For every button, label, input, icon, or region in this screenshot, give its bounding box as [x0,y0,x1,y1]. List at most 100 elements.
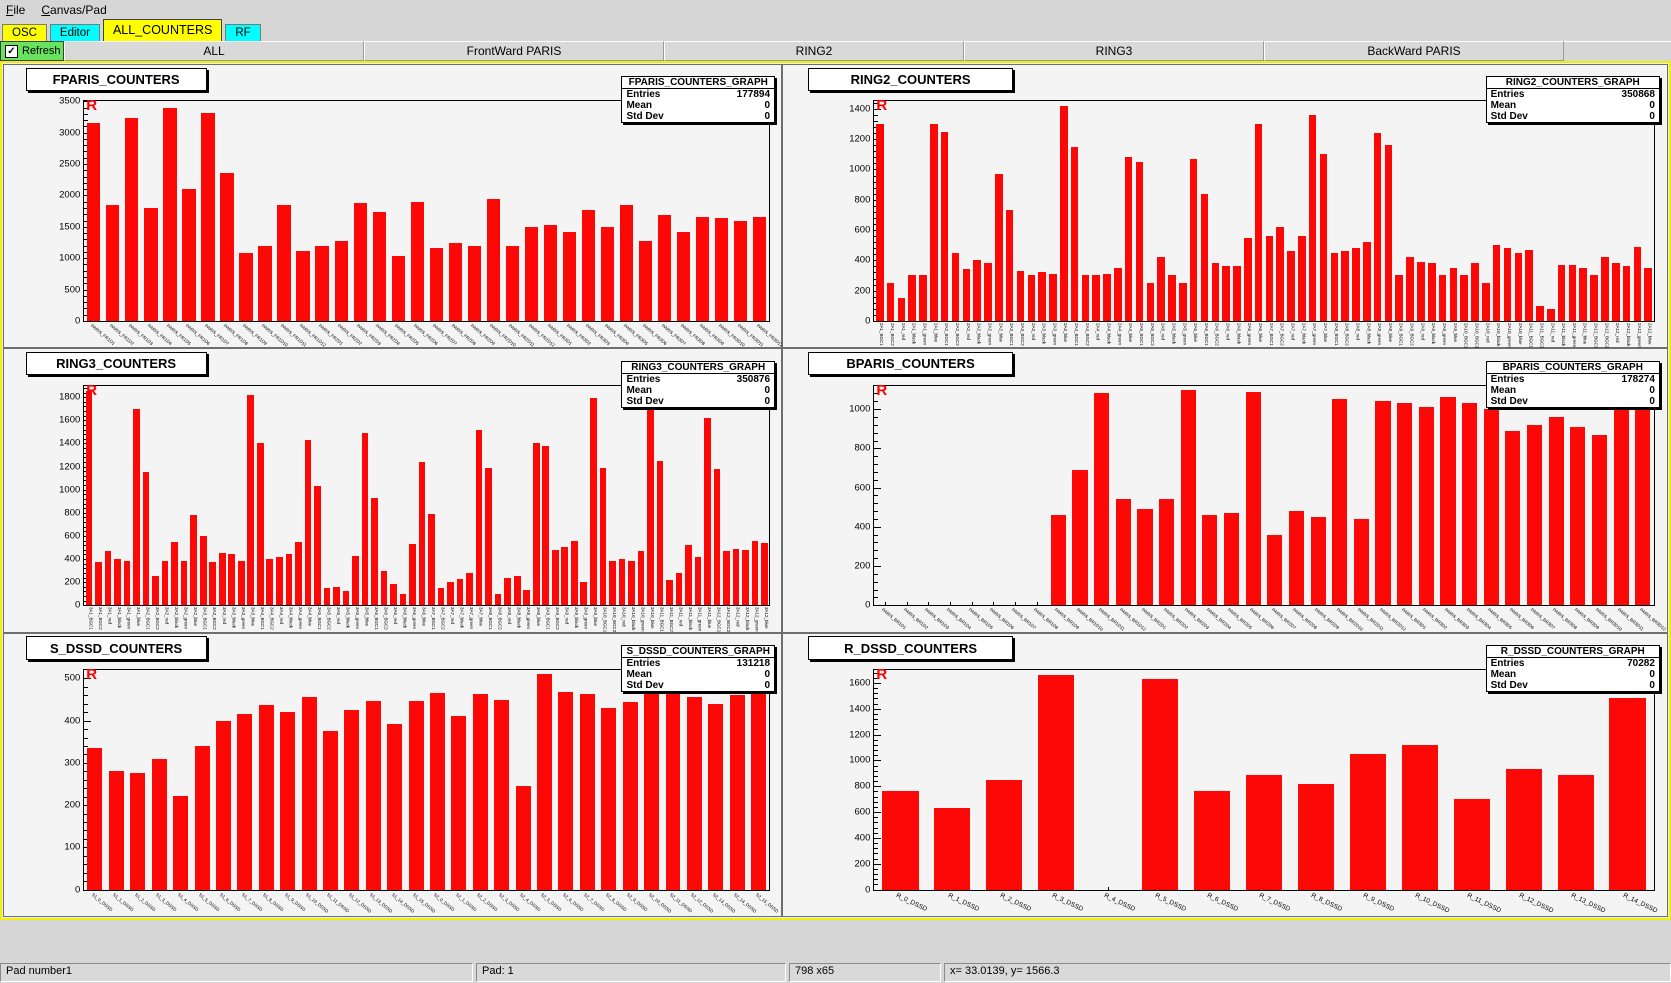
x-axis-label: 2A7_blue [1322,322,1328,342]
bar-3A8_BGC1 [485,467,492,606]
x-axis-label: 2A5_black [1171,322,1177,344]
bar-S1_4_DSSD [173,795,189,890]
x-axis-label: 2A4_BGC2 [1084,322,1090,346]
x-axis-tick [1108,886,1110,890]
x-axis-label: 3A8_red [507,607,513,625]
x-axis-label: 2A10_blue [1517,322,1523,345]
x-axis-label: 3A8_BGC2 [497,607,503,631]
y-axis-minor-tick [874,471,879,473]
x-axis-label: 3A9_red [564,607,570,625]
x-axis-label: 2A2_BGC1 [944,322,950,346]
bar-2A9_blue [1449,267,1458,321]
bar-2A4_black [1103,273,1111,321]
y-axis-minor-tick [84,201,89,203]
y-axis-minor-tick [874,424,879,426]
y-axis-minor-tick [84,703,89,705]
subtab-ring2[interactable]: RING2 [664,41,964,61]
y-axis-minor-tick [874,822,879,824]
stats-row: Std Dev 0 [622,680,774,691]
x-axis-label: R_10_DSSD [1414,891,1451,915]
bar-3A4_black [285,554,293,606]
y-axis-tick-label: 2000 [59,189,81,201]
bar-PARIS_FR1D10 [258,246,272,321]
y-axis-tick [874,760,882,762]
x-axis-label: 3A5_black [345,607,351,629]
y-axis-minor-tick [84,189,89,191]
x-axis-label: 2A1_black [911,322,917,344]
stats-row: Entries 178274 [1487,374,1659,385]
bar-2A11_red [1547,308,1555,321]
x-axis-label: 3A12_red [735,607,741,627]
bar-PARIS_FR1D7 [201,113,215,321]
bar-S2_2_DSSD [472,694,488,890]
menu-file[interactable]: File [6,2,26,17]
bar-3A9_black [570,540,578,606]
y-axis-tick-label: 1400 [849,703,871,715]
stats-value: 0 [764,669,771,681]
y-axis-minor-tick [84,138,89,140]
y-axis-minor-tick [84,788,89,790]
x-axis-label: 2A4_green [1117,322,1123,345]
x-axis-label: 2A10_BGC1 [1463,322,1469,349]
stats-box-title: RING2_COUNTERS_GRAPH [1486,77,1659,90]
bar-PARIS_FR1D5 [163,108,177,321]
bar-R_12_DSSD [1505,769,1542,890]
pad-bparis-counters[interactable]: BPARIS_COUNTERS BPARIS_COUNTERS_GRAPH Entr… [782,348,1668,633]
tab-osc[interactable]: OSC [2,24,47,41]
x-axis-tick [906,602,908,606]
bar-3A12_BGC2 [723,550,730,606]
tab-rf[interactable]: RF [225,24,261,41]
x-axis-label: R_9_DSSD [1362,891,1396,913]
bar-2A12_BGC1 [1590,275,1598,321]
tab-all-counters[interactable]: ALL_COUNTERS [102,19,223,41]
bar-2A5_black [1168,275,1176,321]
pad-s-dssd-counters[interactable]: S_DSSD_COUNTERS S_DSSD_COUNTERS_GRAPH Entr… [3,632,783,917]
pad-fparis-counters[interactable]: FPARIS_COUNTERS FPARIS_COUNTERS_GRAPH Entr… [3,64,784,349]
stats-row: Entries 177894 [622,89,774,100]
refresh-toggle[interactable]: ✓ Refresh [0,41,64,61]
x-axis-label: S1_5_DSSD [197,891,221,912]
subtab-backward-paris[interactable]: BackWard PARIS [1264,41,1564,61]
pad-r-dssd-counters[interactable]: R_DSSD_COUNTERS R_DSSD_COUNTERS_GRAPH Entr… [782,632,1668,917]
x-axis-label: 2A4_BGC1 [1074,322,1080,346]
bar-S2_8_DSSD [601,707,617,890]
root-canvas[interactable]: FPARIS_COUNTERS FPARIS_COUNTERS_GRAPH Entr… [0,61,1671,920]
tab-editor[interactable]: Editor [49,24,100,41]
y-axis-minor-tick [874,503,879,505]
bar-3A12_BGC1 [713,468,721,606]
y-axis-minor-tick [84,779,89,781]
x-axis-label: 2A6_red [1225,322,1231,340]
y-axis-minor-tick [874,688,879,690]
x-axis-label: R_6_DSSD [1206,891,1240,913]
y-axis-minor-tick [874,791,879,793]
x-axis-label: 2A7_black [1301,322,1307,344]
bar-3A9_BGC2 [551,549,559,606]
subtab-all[interactable]: ALL [64,41,364,61]
bar-PARIS_FR3D1 [543,224,558,321]
refresh-checkbox[interactable]: ✓ [5,44,18,58]
y-axis-tick-label: 400 [854,521,871,533]
menu-canvas-pad[interactable]: Canvas/Pad [41,2,107,17]
y-axis-tick-label: 2500 [59,158,81,170]
bar-2A7_black [1298,236,1306,321]
x-axis-label: 3A8_black [516,607,522,629]
y-axis-tick-label: 300 [64,757,81,769]
subtab-ring3[interactable]: RING3 [964,41,1264,61]
bar-3A5_BGC2 [323,587,331,606]
bar-3A7_BGC2 [437,587,445,606]
x-axis-label: 3A2_blue [193,607,199,627]
pad-ring2-counters[interactable]: RING2_COUNTERS RING2_COUNTERS_GRAPH Entrie… [782,64,1668,349]
bar-2A6_BGC1 [1200,193,1209,321]
stats-label: Entries [1490,658,1525,670]
bar-2A3_red [1027,275,1036,321]
y-axis-minor-tick [874,879,879,881]
x-axis-tick [928,602,930,606]
bar-R_2_DSSD [986,779,1023,890]
y-axis-tick-label: 1200 [849,133,871,145]
stats-row: Entries 131218 [622,658,774,669]
bar-PARIS_FR2D5 [391,256,405,321]
pad-ring3-counters[interactable]: RING3_COUNTERS RING3_COUNTERS_GRAPH Entrie… [3,348,783,633]
bar-PARIS_BR3D9 [1570,426,1586,606]
subtab-frontward-paris[interactable]: FrontWard PARIS [364,41,664,61]
x-axis-label: 3A8_blue [535,607,541,627]
